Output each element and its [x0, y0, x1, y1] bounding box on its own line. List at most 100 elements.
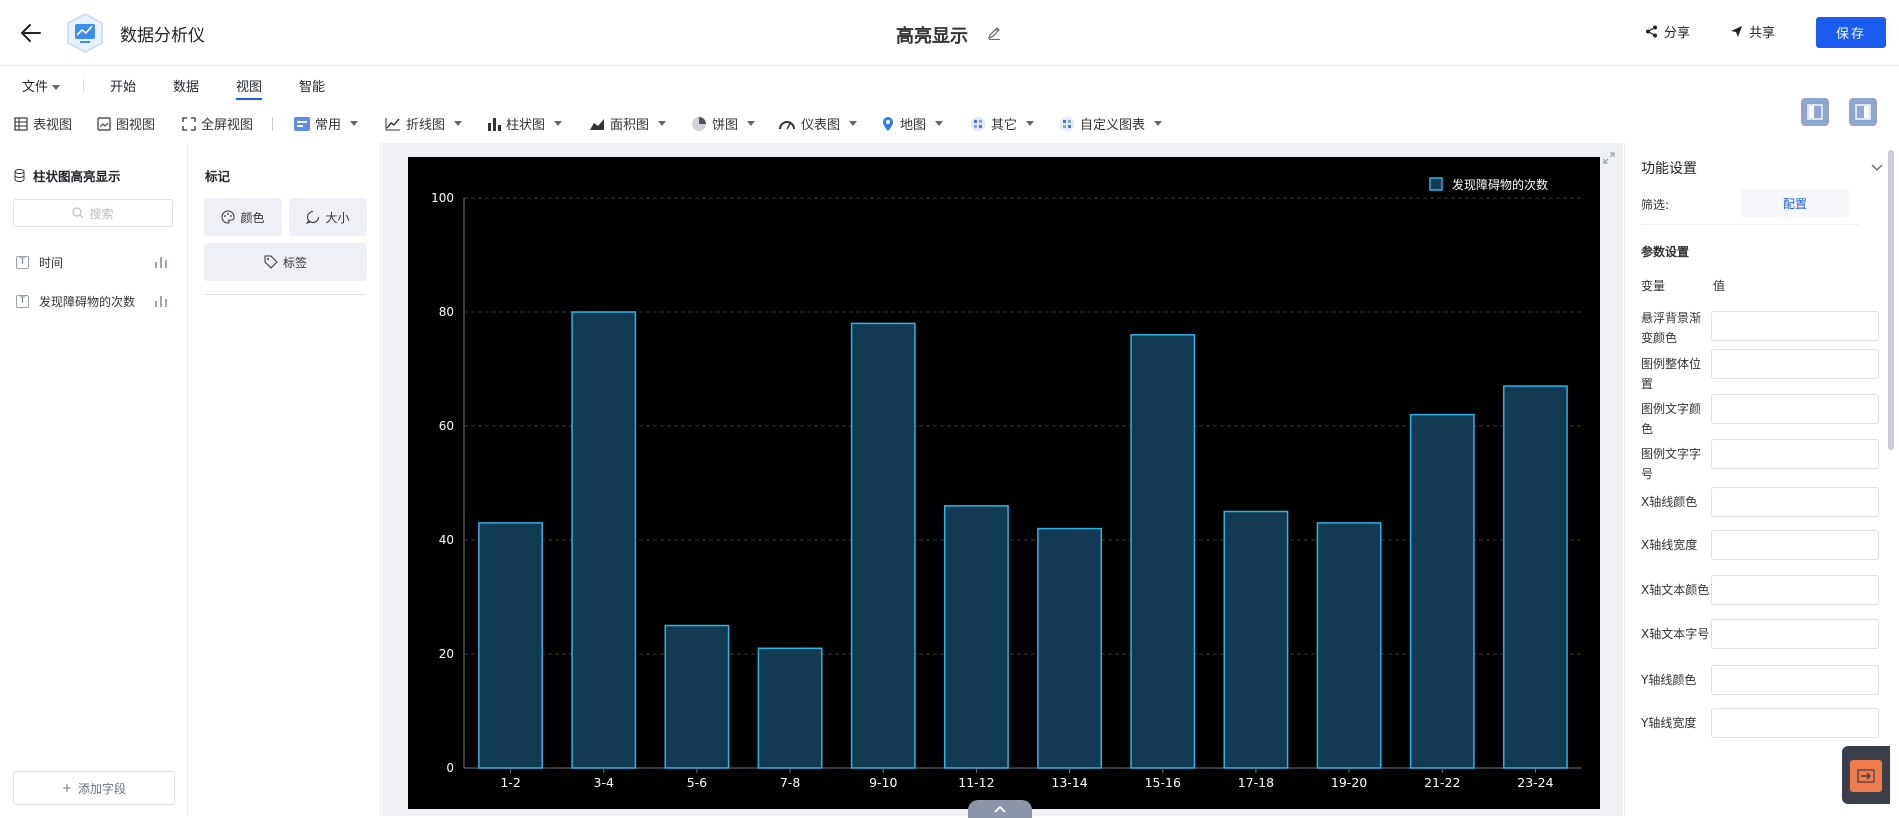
edit-pencil-icon[interactable]	[986, 25, 1002, 41]
panel-right-icon	[1855, 104, 1871, 120]
param-label: X轴文本颜色	[1641, 583, 1710, 597]
palette-icon	[221, 210, 236, 224]
param-label: X轴文本字号	[1641, 627, 1710, 641]
layout-left-panel-toggle[interactable]	[1801, 98, 1829, 126]
database-icon	[14, 169, 25, 182]
bar	[664, 624, 730, 769]
field-panel: 柱状图高亮显示 搜索 T 时间 T 发现障碍物的次数 + 添加字段	[0, 143, 188, 816]
x-tick-label: 23-24	[1517, 775, 1553, 790]
back-arrow-icon[interactable]	[18, 20, 44, 46]
param-input[interactable]	[1711, 349, 1879, 379]
arrow-right-icon	[1857, 769, 1875, 783]
menu-view[interactable]: 视图	[236, 76, 263, 100]
param-col-variable: 变量	[1641, 279, 1666, 293]
toolbar-divider	[272, 117, 273, 131]
field-item-time[interactable]: T 时间	[16, 252, 168, 272]
dataset-title: 柱状图高亮显示	[14, 166, 121, 185]
bar-chart-icon	[155, 296, 167, 307]
legend-label: 发现障碍物的次数	[1452, 177, 1548, 192]
document-title[interactable]: 高亮显示	[896, 26, 968, 47]
bar	[1130, 334, 1196, 769]
settings-scrollbar[interactable]	[1888, 150, 1894, 450]
bar	[1409, 413, 1475, 769]
save-button[interactable]: 保存	[1816, 17, 1886, 48]
panel-left-icon	[1807, 104, 1823, 120]
menu-start[interactable]: 开始	[110, 80, 137, 95]
mark-size-button[interactable]: 大小	[289, 198, 367, 236]
param-input[interactable]	[1711, 311, 1879, 341]
x-tick-label: 9-10	[869, 775, 897, 790]
x-tick-label: 17-18	[1238, 775, 1274, 790]
chart-toolbar: 表视图 图视图 全屏视图 常用 折线图 柱状图 面积图 饼图 仪表图 地图 其它	[0, 106, 1899, 138]
collapse-panel-tab[interactable]	[968, 800, 1032, 818]
share-button[interactable]: 分享	[1645, 22, 1690, 41]
param-input[interactable]	[1711, 487, 1879, 517]
param-input[interactable]	[1711, 665, 1879, 695]
x-tick-label: 19-20	[1331, 775, 1367, 790]
area-chart-icon	[590, 118, 604, 130]
menu-file[interactable]: 文件	[22, 76, 61, 95]
send-label: 共享	[1749, 26, 1776, 41]
exit-arrow-button[interactable]	[1850, 760, 1882, 792]
add-field-button[interactable]: + 添加字段	[13, 771, 175, 805]
pie-chart-dropdown[interactable]: 饼图	[691, 114, 756, 133]
bar	[571, 311, 637, 769]
app-header: 数据分析仪 高亮显示 分享 共享 保存	[0, 0, 1899, 66]
fullscreen-view-button[interactable]: 全屏视图	[182, 114, 253, 133]
image-icon	[97, 116, 111, 131]
layout-right-panel-toggle[interactable]	[1849, 98, 1877, 126]
fullscreen-icon	[182, 116, 196, 131]
table-icon	[14, 116, 28, 131]
area-chart-dropdown[interactable]: 面积图	[589, 114, 667, 133]
x-tick-label: 13-14	[1051, 775, 1087, 790]
menu-smart[interactable]: 智能	[299, 80, 326, 95]
custom-chart-dropdown[interactable]: 自定义图表	[1059, 114, 1163, 133]
table-view-button[interactable]: 表视图	[14, 114, 72, 133]
share-label: 分享	[1664, 26, 1691, 41]
y-tick-label: 0	[446, 761, 454, 775]
param-label: 图例整体位置	[1641, 357, 1702, 391]
param-label: Y轴线宽度	[1641, 716, 1697, 730]
mark-color-button[interactable]: 颜色	[204, 198, 282, 236]
settings-divider	[1641, 224, 1859, 225]
bar-chart-dropdown[interactable]: 柱状图	[487, 114, 563, 133]
common-chart-dropdown[interactable]: 常用	[294, 114, 359, 133]
param-input[interactable]	[1711, 619, 1879, 649]
filter-config-button[interactable]: 配置	[1741, 189, 1849, 217]
param-input[interactable]	[1711, 575, 1879, 605]
bar	[1037, 527, 1103, 769]
chart-view-button[interactable]: 图视图	[97, 114, 155, 133]
map-pin-icon	[883, 116, 893, 131]
param-input[interactable]	[1711, 708, 1879, 738]
field-search-input[interactable]: 搜索	[13, 199, 173, 227]
map-chart-dropdown[interactable]: 地图	[881, 114, 944, 133]
x-tick-label: 7-8	[780, 775, 800, 790]
param-input[interactable]	[1711, 439, 1879, 469]
line-chart-dropdown[interactable]: 折线图	[385, 114, 463, 133]
other-chart-dropdown[interactable]: 其它	[970, 114, 1035, 133]
gauge-chart-dropdown[interactable]: 仪表图	[778, 114, 858, 133]
field-item-obstacle-count[interactable]: T 发现障碍物的次数	[16, 291, 168, 311]
line-chart-icon	[385, 117, 400, 130]
app-name: 数据分析仪	[120, 26, 205, 46]
send-icon	[1731, 26, 1742, 37]
chevron-down-icon[interactable]	[1871, 161, 1883, 176]
menu-divider	[83, 79, 84, 93]
param-input[interactable]	[1711, 394, 1879, 424]
x-tick-label: 15-16	[1145, 775, 1181, 790]
legend-swatch	[1429, 177, 1443, 191]
y-tick-label: 20	[439, 647, 454, 661]
param-input[interactable]	[1711, 530, 1879, 560]
pie-chart-icon	[692, 116, 706, 131]
menu-data[interactable]: 数据	[173, 80, 200, 95]
param-section-title: 参数设置	[1641, 245, 1690, 259]
expand-icon[interactable]	[1603, 152, 1615, 168]
floating-tool-dock	[1842, 746, 1890, 804]
bar-chart-icon	[488, 117, 501, 131]
app-logo-icon	[64, 12, 106, 54]
mark-divider	[205, 294, 365, 295]
mark-label-button[interactable]: 标签	[204, 243, 367, 281]
send-button[interactable]: 共享	[1730, 22, 1775, 41]
bar-chart[interactable]: 0 20 40 60 80 100 1-2 3-4 5-6 7-8 9-10 11-12 13-14 15…	[408, 157, 1600, 809]
param-label: 悬浮背景渐变颜色	[1641, 311, 1702, 345]
